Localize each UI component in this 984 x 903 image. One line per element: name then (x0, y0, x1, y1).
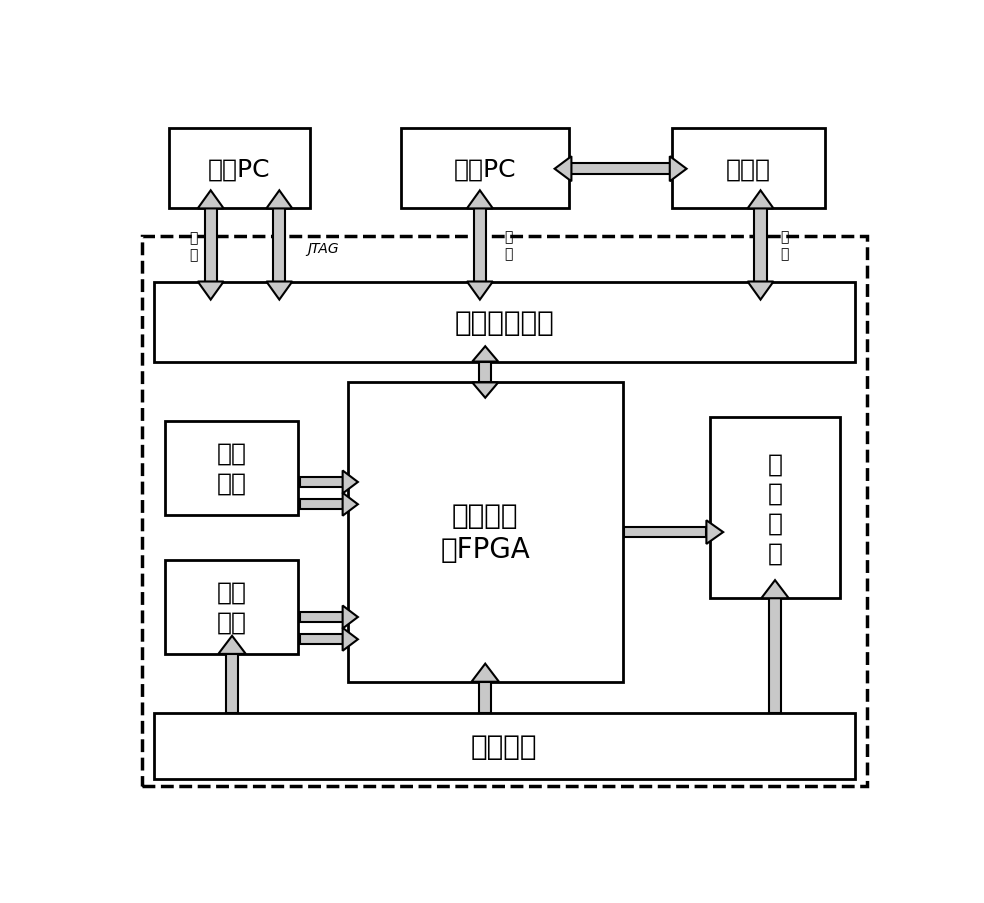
Text: JTAG: JTAG (308, 242, 339, 256)
Polygon shape (467, 282, 493, 301)
Polygon shape (342, 628, 358, 651)
Polygon shape (218, 636, 246, 654)
Text: 远程PC: 远程PC (454, 157, 517, 182)
Bar (672, 129, 825, 209)
Bar (274, 209, 285, 282)
Polygon shape (267, 282, 292, 301)
Polygon shape (748, 282, 773, 301)
Bar (142, 237, 867, 787)
Polygon shape (707, 521, 723, 545)
Bar (300, 612, 342, 622)
Polygon shape (471, 664, 499, 682)
Text: 时钟
模块: 时钟 模块 (216, 442, 247, 495)
Text: 显
示
模
块: 显 示 模 块 (768, 452, 782, 564)
Bar (624, 527, 707, 537)
Bar (300, 478, 342, 488)
Text: 输入
模块: 输入 模块 (216, 581, 247, 634)
Bar (401, 129, 569, 209)
Bar (572, 164, 670, 175)
Polygon shape (267, 191, 292, 209)
Bar (479, 362, 491, 383)
Bar (479, 682, 491, 713)
Text: 网: 网 (780, 230, 789, 244)
Polygon shape (472, 347, 498, 362)
Polygon shape (342, 606, 358, 628)
Bar (154, 713, 855, 779)
Text: 通信接口模块: 通信接口模块 (455, 308, 554, 336)
Polygon shape (762, 581, 789, 599)
Polygon shape (472, 383, 498, 398)
Bar (205, 209, 216, 282)
Bar (348, 383, 623, 682)
Polygon shape (467, 191, 493, 209)
Bar (165, 560, 298, 654)
Text: 部分可重
构FPGA: 部分可重 构FPGA (441, 501, 530, 563)
Text: 串: 串 (189, 231, 198, 246)
Bar (769, 599, 781, 713)
Text: 口: 口 (189, 248, 198, 262)
Bar (226, 654, 238, 713)
Text: 口: 口 (504, 247, 513, 261)
Bar (474, 209, 486, 282)
Text: 电源模块: 电源模块 (471, 732, 537, 760)
Text: 本地PC: 本地PC (208, 157, 271, 182)
Bar (710, 418, 840, 599)
Polygon shape (670, 157, 687, 182)
Polygon shape (748, 191, 773, 209)
Polygon shape (342, 471, 358, 494)
Bar (165, 421, 298, 515)
Bar (169, 129, 310, 209)
Bar (300, 500, 342, 509)
Bar (755, 209, 767, 282)
Text: 网: 网 (504, 230, 513, 244)
Bar (300, 635, 342, 645)
Text: 口: 口 (780, 247, 789, 261)
Polygon shape (198, 282, 223, 301)
Polygon shape (198, 191, 223, 209)
Polygon shape (342, 493, 358, 517)
Text: 服务器: 服务器 (726, 157, 770, 182)
Polygon shape (555, 157, 572, 182)
Bar (154, 282, 855, 362)
